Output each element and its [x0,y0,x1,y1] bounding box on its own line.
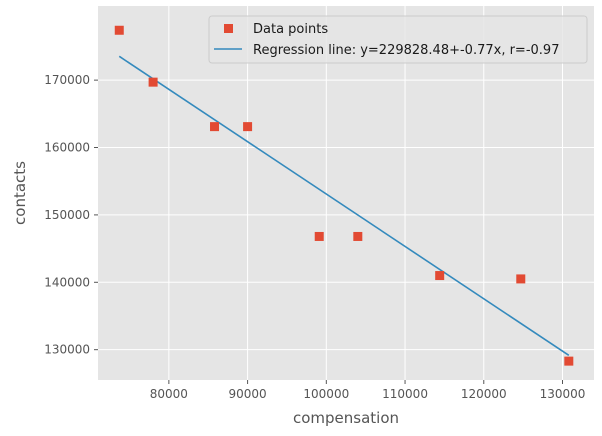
grid-lines [98,6,594,380]
data-point [148,77,158,87]
y-tick-label: 150000 [44,208,90,222]
regression-line-group [118,55,570,356]
data-point [435,271,445,281]
x-tick-label: 110000 [382,387,428,401]
data-point [314,231,324,241]
x-axis-label: compensation [293,409,399,427]
y-axis-ticks: 130000 140000 150000 160000 170000 [44,73,98,357]
x-tick-label: 90000 [228,387,266,401]
data-point [114,25,124,35]
x-tick-label: 80000 [150,387,188,401]
x-tick-label: 120000 [461,387,507,401]
y-axis-label: contacts [11,161,29,225]
y-tick-label: 170000 [44,73,90,87]
legend-box [208,15,588,64]
legend-label-regression-line: Regression line: y=229828.48+-0.77x, r=-… [253,43,559,58]
legend-label-data-points: Data points [253,22,328,37]
legend-marker-data-points [224,24,233,33]
data-point [516,274,526,284]
regression-line [118,55,570,356]
data-point [564,356,574,366]
legend: Data points Regression line: y=229828.48… [208,15,588,64]
data-point [210,122,220,132]
data-point [353,231,363,241]
x-tick-label: 130000 [540,387,586,401]
y-tick-label: 160000 [44,141,90,155]
data-point [243,122,253,132]
x-tick-label: 100000 [303,387,349,401]
y-tick-label: 130000 [44,343,90,357]
x-axis-ticks: 80000 90000 100000 110000 120000 130000 [150,380,586,401]
y-tick-label: 140000 [44,275,90,289]
data-points-group [114,25,574,366]
